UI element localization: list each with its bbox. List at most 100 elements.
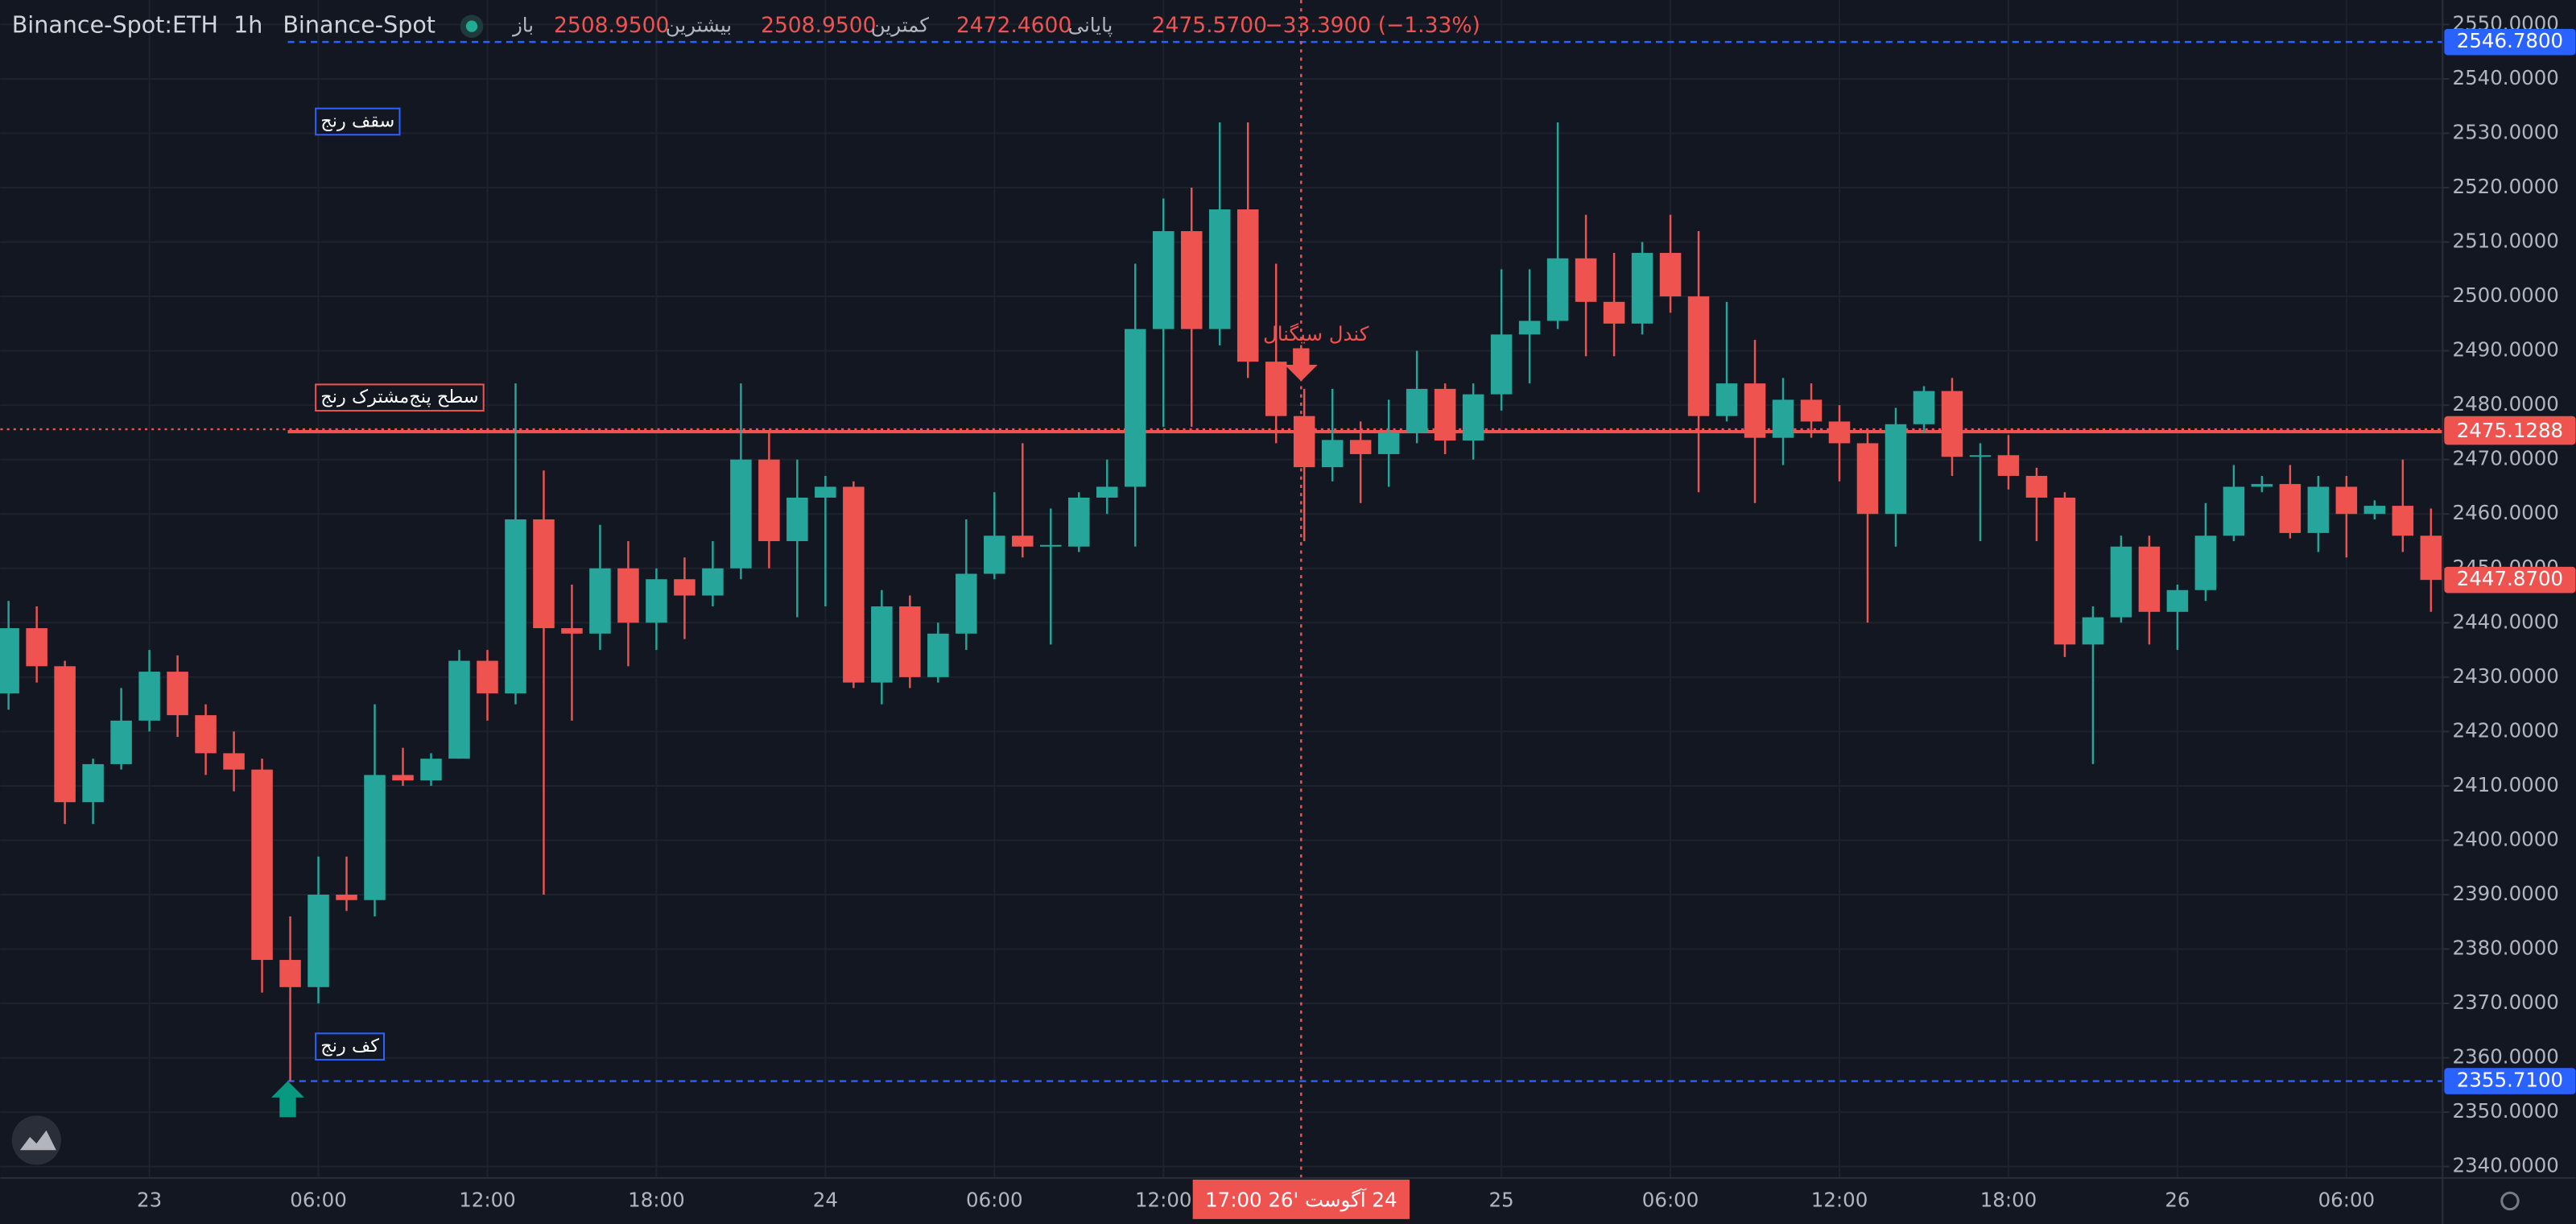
candle-body: [1659, 253, 1682, 297]
x-tick-label: 24: [813, 1188, 838, 1211]
legend-label: کمترین: [871, 14, 929, 37]
candle-body: [674, 579, 696, 596]
candle-body: [138, 672, 160, 721]
candle-body: [505, 519, 526, 694]
candle-body: [815, 486, 836, 498]
header: Binance-Spot:ETH 1h Binance-Spot باز 2508…: [12, 11, 1480, 39]
candle-body: [533, 519, 555, 629]
logo[interactable]: [11, 1115, 61, 1165]
price-label: 2546.7800: [2457, 29, 2563, 52]
legend-value: 2472.4600: [956, 13, 1071, 38]
x-tick-label: 18:00: [628, 1188, 685, 1211]
legend-value: 2508.9500: [761, 13, 876, 38]
x-tick-label: 12:00: [1811, 1188, 1868, 1211]
interval[interactable]: 1h: [233, 11, 262, 39]
exchange: Binance-Spot: [283, 11, 436, 39]
candle-body: [2025, 475, 2048, 498]
y-tick-label: 2410.0000: [2453, 773, 2559, 796]
price-label-box: [2444, 566, 2576, 593]
drawing-box: [315, 383, 485, 412]
y-tick-label: 2540.0000: [2453, 66, 2559, 89]
candle-body: [2166, 589, 2189, 612]
candle-body: [561, 628, 583, 634]
candle-body: [448, 660, 470, 759]
candle-body: [336, 894, 357, 900]
candle-body: [251, 769, 273, 961]
status-dot: [465, 20, 478, 32]
price-lines: [0, 40, 2443, 1082]
candle-body: [956, 573, 977, 634]
candle-body: [1575, 258, 1597, 302]
candle-body: [1462, 394, 1484, 441]
x-tick-label: 12:00: [1135, 1188, 1192, 1211]
legend-value: 2508.9500: [554, 13, 669, 38]
candle-body: [1941, 391, 1963, 457]
candle-body: [1152, 231, 1174, 329]
y-tick-label: 2360.0000: [2453, 1045, 2559, 1069]
price-label: 2447.8700: [2457, 567, 2563, 590]
candle-body: [1744, 383, 1766, 438]
candle-body: [477, 660, 498, 694]
y-tick-label: 2520.0000: [2453, 175, 2559, 198]
y-tick-label: 2530.0000: [2453, 120, 2559, 143]
candle-body: [702, 568, 724, 596]
y-tick-label: 2390.0000: [2453, 882, 2559, 905]
candle-body: [1293, 416, 1315, 468]
candle-body: [1997, 455, 2020, 476]
y-tick-label: 2510.0000: [2453, 229, 2559, 253]
legend-label: باز: [511, 14, 534, 37]
candle-body: [1518, 320, 1541, 335]
candle-body: [1068, 497, 1090, 547]
candle-body: [2307, 486, 2330, 533]
candle-body: [1377, 432, 1400, 454]
candle-body: [617, 568, 639, 623]
candle-body: [730, 459, 752, 569]
y-tick-label: 2340.0000: [2453, 1154, 2559, 1177]
price-label-box: [2444, 28, 2576, 56]
candle-body: [1236, 209, 1259, 362]
x-tick-label: 06:00: [2318, 1188, 2376, 1211]
candle-body: [2392, 506, 2414, 536]
legend-label: بیشترین: [666, 14, 732, 37]
candle-body: [308, 894, 329, 987]
y-tick-label: 2380.0000: [2453, 937, 2559, 960]
x-tick-label: 06:00: [290, 1188, 347, 1211]
candle-body: [0, 628, 19, 694]
candle-body: [2082, 617, 2104, 645]
x-tick-label: 23: [137, 1188, 162, 1211]
drawing-box: [315, 1032, 386, 1061]
candle-body: [82, 763, 104, 803]
candle-body: [223, 753, 245, 770]
candle-body: [1885, 424, 1907, 515]
drawing-text: سقف رنج: [320, 110, 394, 131]
candle-body: [1913, 391, 1935, 424]
candle-body: [1856, 443, 1879, 515]
x-tick-label: 06:00: [966, 1188, 1023, 1211]
signal-label: کندل سیگنال: [1263, 322, 1369, 345]
y-tick-label: 2500.0000: [2453, 283, 2559, 307]
y-tick-label: 2480.0000: [2453, 392, 2559, 416]
settings-icon[interactable]: [2500, 1191, 2520, 1211]
candle-body: [1828, 421, 1851, 444]
candle-body: [26, 628, 47, 667]
candle-body: [1800, 399, 1823, 422]
candle-body: [1096, 486, 1118, 498]
drawing-text: کف رنج: [320, 1036, 379, 1057]
x-tick-label: 26: [2165, 1188, 2190, 1211]
crosshair-label-box: [1192, 1179, 1410, 1219]
candle-body: [1012, 536, 1034, 547]
candle-body: [758, 459, 780, 542]
y-tick-label: 2460.0000: [2453, 501, 2559, 524]
candles: [0, 122, 2442, 1081]
candle-body: [1321, 440, 1344, 468]
candle-body: [1180, 231, 1203, 329]
candle-body: [1546, 258, 1569, 321]
x-tick-label: 18:00: [1980, 1188, 2037, 1211]
y-tick-label: 2490.0000: [2453, 338, 2559, 362]
legend-change: −33.3900 (−1.33%): [1265, 13, 1480, 38]
candle-body: [2279, 484, 2301, 533]
x-tick-label: 12:00: [459, 1188, 516, 1211]
candle-body: [1406, 388, 1428, 432]
